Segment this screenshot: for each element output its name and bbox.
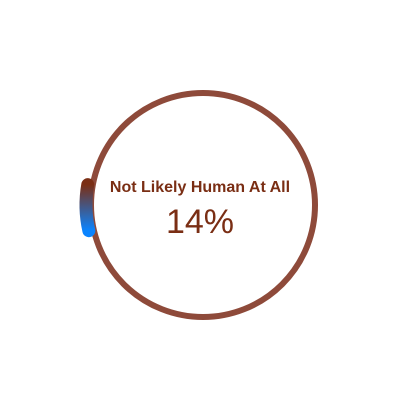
- gauge-percent: 14%: [165, 203, 235, 241]
- gauge-center: Not Likely Human At All 14%: [85, 178, 315, 240]
- gauge-progress-arc: [79, 178, 96, 238]
- gauge-label: Not Likely Human At All: [109, 179, 291, 196]
